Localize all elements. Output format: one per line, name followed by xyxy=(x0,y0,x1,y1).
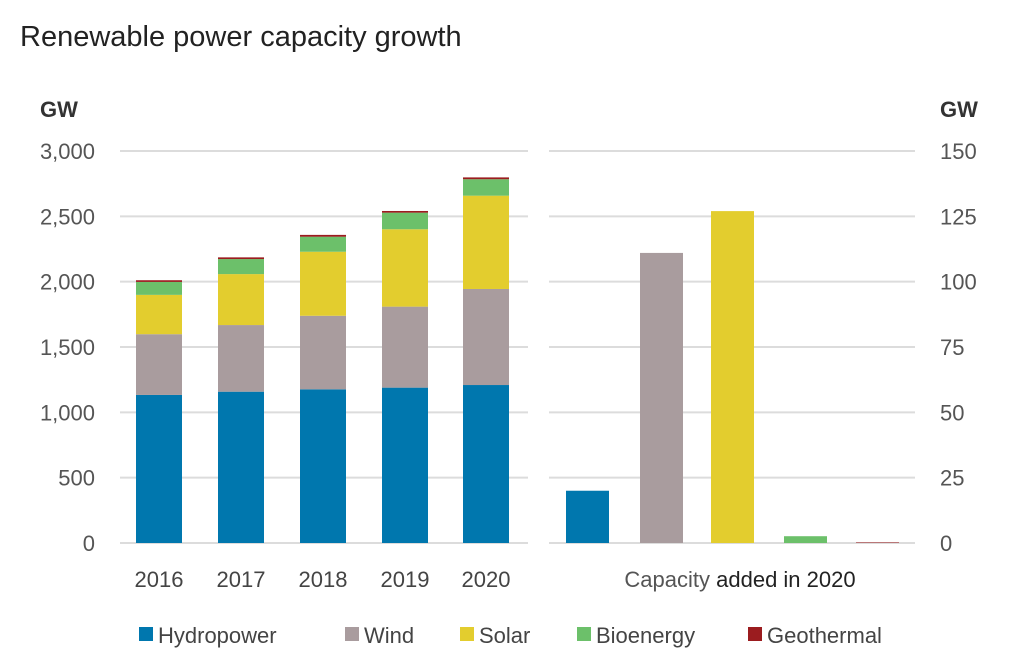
bar-wind-2020 xyxy=(463,288,509,386)
bar-added-2020-geothermal xyxy=(856,542,899,543)
legend-label: Hydropower xyxy=(158,623,277,648)
x-tick-label: 2019 xyxy=(381,567,430,592)
right-x-label: Capacity added in 2020 xyxy=(624,567,855,592)
legend-swatch-geothermal xyxy=(748,627,762,641)
bar-solar-2017 xyxy=(218,274,264,326)
legend-label: Solar xyxy=(479,623,530,648)
bar-solar-2020 xyxy=(463,195,509,289)
bar-hydropower-2018 xyxy=(300,389,346,543)
bar-wind-2019 xyxy=(382,306,428,388)
bar-solar-2019 xyxy=(382,229,428,307)
legend-swatch-wind xyxy=(345,627,359,641)
left-y-tick-label: 3,000 xyxy=(40,139,95,164)
right-x-label-prefix: Capacity xyxy=(624,567,710,592)
bar-added-2020-solar xyxy=(711,211,754,543)
legend-label: Bioenergy xyxy=(596,623,695,648)
left-y-tick-label: 1,500 xyxy=(40,335,95,360)
bar-solar-2016 xyxy=(136,294,182,335)
bar-bioenergy-2016 xyxy=(136,281,182,295)
bar-solar-2018 xyxy=(300,251,346,316)
legend: Hydropower Wind Solar Bioenergy Geothermal xyxy=(139,623,882,648)
x-tick-label: 2020 xyxy=(462,567,511,592)
bar-hydropower-2017 xyxy=(218,391,264,543)
left-y-axis: 0 500 1,000 1,500 2,000 2,500 3,000 xyxy=(40,139,95,556)
right-y-tick-label: 25 xyxy=(940,466,964,491)
bar-wind-2016 xyxy=(136,334,182,395)
bar-hydropower-2016 xyxy=(136,394,182,543)
legend-label: Geothermal xyxy=(767,623,882,648)
legend-label: Wind xyxy=(364,623,414,648)
right-y-unit: GW xyxy=(940,97,978,122)
right-y-tick-label: 125 xyxy=(940,204,977,229)
right-y-tick-label: 75 xyxy=(940,335,964,360)
bar-wind-2018 xyxy=(300,315,346,390)
bar-geothermal-2020 xyxy=(463,177,509,180)
right-y-tick-label: 50 xyxy=(940,400,964,425)
bar-added-2020-wind xyxy=(640,252,683,544)
bar-bioenergy-2018 xyxy=(300,236,346,252)
bar-geothermal-2017 xyxy=(218,257,264,260)
bar-bioenergy-2019 xyxy=(382,212,428,230)
bar-hydropower-2019 xyxy=(382,387,428,543)
right-y-tick-label: 150 xyxy=(940,139,977,164)
bar-added-2020-hydropower xyxy=(566,490,609,543)
legend-swatch-hydropower xyxy=(139,627,153,641)
right-x-label-suffix: added in 2020 xyxy=(716,567,855,592)
bar-hydropower-2020 xyxy=(463,385,509,543)
right-bars xyxy=(566,211,899,544)
left-x-axis: 2016 2017 2018 2019 2020 xyxy=(135,567,511,592)
left-y-tick-label: 2,500 xyxy=(40,204,95,229)
bar-geothermal-2018 xyxy=(300,234,346,237)
bar-bioenergy-2020 xyxy=(463,179,509,196)
x-tick-label: 2018 xyxy=(299,567,348,592)
left-y-unit: GW xyxy=(40,97,78,122)
left-y-tick-label: 1,000 xyxy=(40,400,95,425)
right-y-tick-label: 100 xyxy=(940,270,977,295)
bar-added-2020-bioenergy xyxy=(784,536,827,543)
bar-geothermal-2019 xyxy=(382,210,428,213)
x-tick-label: 2016 xyxy=(135,567,184,592)
legend-swatch-solar xyxy=(460,627,474,641)
left-y-tick-label: 500 xyxy=(58,466,95,491)
left-y-tick-label: 2,000 xyxy=(40,270,95,295)
left-y-tick-label: 0 xyxy=(83,531,95,556)
chart-title: Renewable power capacity growth xyxy=(20,21,462,53)
x-tick-label: 2017 xyxy=(217,567,266,592)
left-stacked-bars xyxy=(136,177,509,543)
legend-swatch-bioenergy xyxy=(577,627,591,641)
right-y-tick-label: 0 xyxy=(940,531,952,556)
bar-wind-2017 xyxy=(218,325,264,392)
right-y-axis: 0 25 50 75 100 125 150 xyxy=(940,139,977,556)
bar-geothermal-2016 xyxy=(136,280,182,282)
bar-bioenergy-2017 xyxy=(218,259,264,275)
